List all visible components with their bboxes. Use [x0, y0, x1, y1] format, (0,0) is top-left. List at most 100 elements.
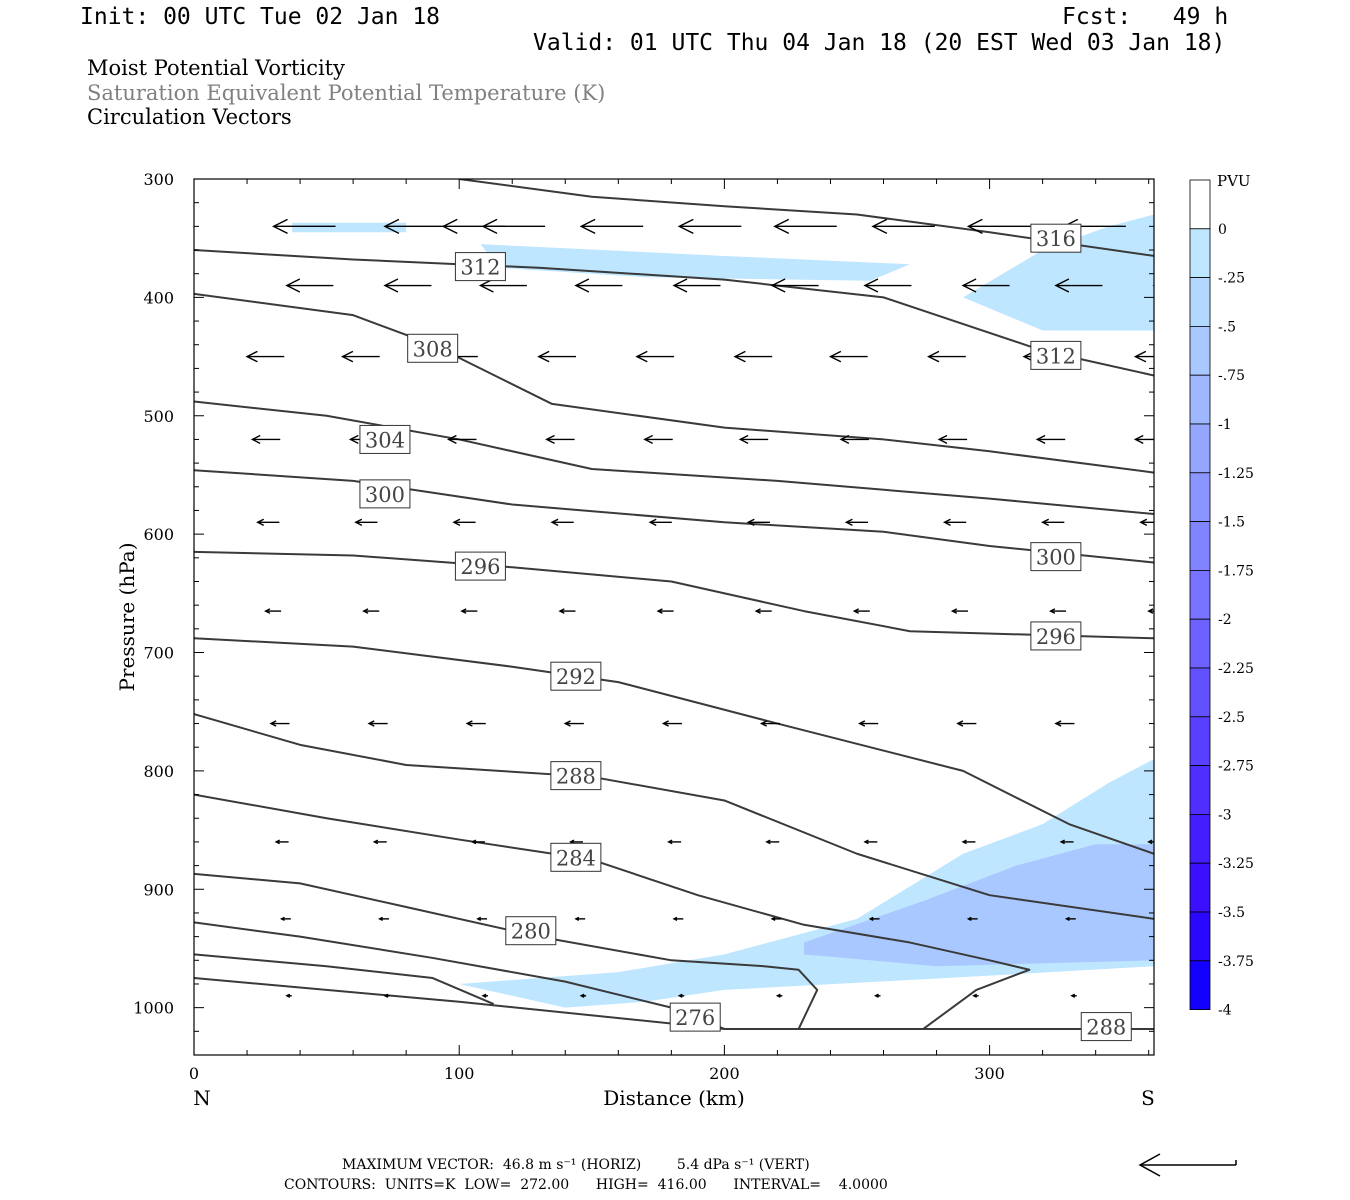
circulation-vector [1041, 518, 1065, 526]
circulation-vector [478, 278, 527, 293]
pv-shading-2 [963, 214, 1154, 331]
contour-label-box-0 [1030, 223, 1082, 253]
field-circulation: Circulation Vectors [87, 105, 292, 129]
circulation-vector [635, 350, 675, 363]
circulation-vector [927, 350, 966, 363]
circulation-vector [264, 608, 282, 614]
field-theta-es: Saturation Equivalent Potential Temperat… [87, 81, 606, 105]
theta-contour-11 [194, 793, 1031, 1030]
circulation-vector [537, 350, 576, 363]
colorbar-label: -2 [1218, 612, 1232, 628]
colorbar-label: -2.75 [1218, 759, 1254, 775]
circulation-vector [661, 720, 682, 727]
circulation-vector [966, 916, 978, 921]
circulation-vector [672, 916, 684, 921]
circulation-vector [1064, 916, 1076, 921]
circulation-vector [733, 350, 773, 363]
theta-contour-4 [194, 400, 1154, 516]
circulation-vector [852, 608, 870, 614]
reference-vector-arrow [1138, 1153, 1237, 1177]
circulation-vector [844, 518, 869, 526]
circulation-vector [460, 608, 478, 614]
contour-label-16: 288 [1086, 1016, 1126, 1040]
circulation-vector [367, 720, 388, 727]
circulation-vector [1152, 722, 1154, 725]
circulation-vector [871, 218, 935, 234]
circulation-vector [648, 518, 672, 526]
circulation-vector [937, 434, 968, 444]
circulation-vector [961, 839, 976, 845]
x-axis-label: Distance (km) [603, 1086, 745, 1110]
circulation-vector [677, 218, 742, 234]
contour-info: CONTOURS: UNITS=K LOW= 272.00 HIGH= 416.… [284, 1177, 888, 1193]
max-vector-note: MAXIMUM VECTOR: 46.8 m s⁻¹ (HORIZ) 5.4 d… [342, 1157, 810, 1173]
y-tick-label: 700 [143, 644, 174, 663]
x-tick-label: 300 [974, 1064, 1005, 1083]
colorbar-label: -3.75 [1218, 954, 1254, 970]
circulation-vector [956, 720, 977, 727]
circulation-vector [279, 916, 291, 921]
contour-label-13: 276 [675, 1006, 715, 1030]
circulation-vector [972, 993, 979, 998]
colorbar-swatch [1189, 862, 1211, 913]
colorbar-label: -3.5 [1218, 905, 1245, 921]
circulation-vector [1139, 518, 1154, 526]
colorbar-label: -2.25 [1218, 661, 1254, 677]
circulation-vector [378, 916, 389, 921]
circulation-vector [1035, 434, 1066, 444]
south-label: S [1141, 1086, 1155, 1110]
y-tick-label: 1000 [133, 999, 174, 1018]
contour-label-2: 312 [1036, 344, 1076, 368]
circulation-vector [340, 350, 380, 363]
colorbar-label: -4 [1218, 1003, 1232, 1019]
colorbar-label: -.25 [1218, 271, 1245, 287]
colorbar-label: -2.5 [1218, 710, 1245, 726]
x-tick-label: 0 [189, 1064, 199, 1083]
circulation-vector [1049, 608, 1067, 614]
circulation-vector [383, 278, 432, 293]
contour-label-8: 296 [1036, 625, 1076, 649]
pv-shading-1 [480, 244, 911, 281]
circulation-vector [656, 608, 674, 614]
contour-label-box-10 [550, 761, 602, 791]
circulation-vector [574, 278, 623, 293]
circulation-vector [868, 916, 880, 921]
colorbar-swatch [1189, 472, 1211, 522]
circulation-vector [285, 278, 334, 293]
y-axis-label: Pressure (hPa) [115, 543, 139, 692]
circulation-vector [383, 218, 447, 234]
circulation-vector [250, 434, 281, 444]
circulation-vector [476, 916, 488, 921]
contour-label-11: 284 [556, 846, 596, 870]
contour-label-10: 288 [556, 765, 596, 789]
circulation-vector [256, 518, 280, 526]
theta-contour-5 [194, 469, 1154, 564]
contour-label-box-8 [1030, 621, 1082, 651]
init-time: Init: 00 UTC Tue 02 Jan 18 [80, 4, 441, 30]
circulation-vector [574, 916, 586, 921]
contour-label-3: 308 [413, 337, 453, 361]
circulation-vector [271, 218, 336, 234]
contour-label-box-3 [407, 333, 459, 363]
contour-label-0: 316 [1036, 227, 1076, 251]
circulation-vector [873, 993, 881, 998]
pv-shading-4 [803, 844, 1154, 967]
circulation-vector [770, 916, 782, 921]
valid-time: Valid: 01 UTC Thu 04 Jan 18 (20 EST Wed … [533, 30, 1226, 56]
circulation-vector [558, 608, 576, 614]
colorbar-title: PVU [1217, 172, 1251, 190]
circulation-vector [1059, 839, 1074, 845]
colorbar-swatch [1189, 716, 1211, 766]
theta-contour-3 [194, 292, 1154, 474]
colorbar-label: -.75 [1218, 368, 1245, 384]
contour-label-box-5 [359, 479, 411, 509]
circulation-vector [667, 839, 682, 845]
circulation-vector [285, 993, 292, 998]
circulation-vector [579, 993, 587, 998]
colorbar-label: -1.25 [1218, 466, 1254, 482]
circulation-vector [452, 518, 476, 526]
theta-contour-12 [194, 872, 819, 1030]
circulation-vector [863, 278, 912, 293]
colorbar-swatch [1189, 570, 1211, 620]
